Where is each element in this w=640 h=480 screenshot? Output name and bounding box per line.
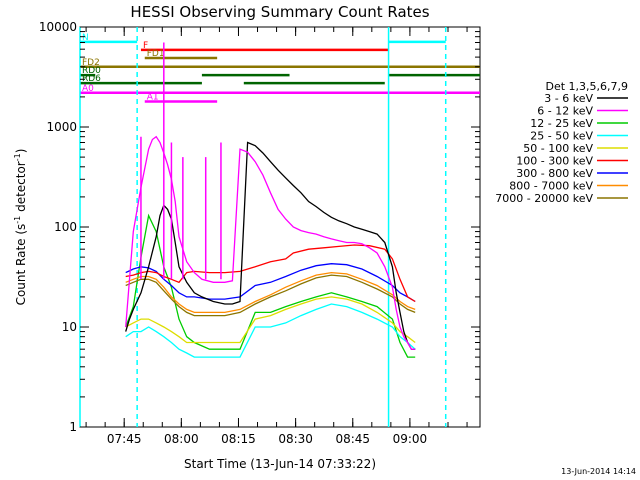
series-50-100-kev: [125, 296, 416, 344]
x-tick-label: 08:15: [221, 432, 256, 446]
flag-label-f: F: [143, 41, 148, 51]
series-25-50-kev: [125, 303, 416, 358]
legend-label-800-7000-kev: 800 - 7000 keV: [509, 180, 593, 193]
legend-label-100-300-kev: 100 - 300 keV: [516, 155, 593, 168]
x-tick-label: 07:45: [107, 432, 142, 446]
y-axis-label: Count Rate (s-1 detector-1): [13, 149, 28, 306]
series-3-6-kev: [125, 141, 416, 350]
x-axis-label: Start Time (13-Jun-14 07:33:22): [184, 457, 376, 471]
flag-label-n: N: [82, 33, 89, 43]
y-tick-label: 10000: [39, 20, 77, 34]
y-tick-label: 1: [69, 420, 77, 434]
y-tick-label: 1000: [46, 120, 77, 134]
flag-label-rd6: RD6: [82, 74, 101, 84]
legend-label-12-25-kev: 12 - 25 keV: [530, 117, 593, 130]
chart-title: HESSI Observing Summary Count Rates: [130, 3, 429, 21]
flag-label-fd2: FD2: [82, 58, 100, 68]
x-tick-label: 08:00: [164, 432, 199, 446]
legend-label-25-50-kev: 25 - 50 keV: [530, 130, 593, 143]
x-tick-label: 08:30: [278, 432, 313, 446]
series-lines: [125, 42, 416, 358]
flag-label-fd1: FD1: [147, 49, 165, 59]
x-axis: 07:45 08:00 08:15 08:30 08:45 09:00: [85, 27, 468, 446]
series-800-7000-kev: [125, 271, 416, 314]
y-tick-label: 100: [54, 220, 77, 234]
flag-label-a1: A1: [147, 92, 159, 102]
y-tick-label: 10: [62, 320, 77, 334]
flag-label-a0: A0: [82, 84, 94, 94]
flag-label-rd0: RD0: [82, 66, 101, 76]
series-100-300-kev: [125, 244, 416, 303]
plot-timestamp: 13-Jun-2014 14:14: [561, 467, 636, 476]
plot-frame: [79, 26, 481, 428]
boundary-lines: [79, 27, 447, 427]
series-7000-20000-kev: [125, 274, 416, 317]
y-axis: 1 10 100 1000 10000: [39, 20, 480, 434]
series-6-12-kev: [125, 135, 416, 350]
legend-label-50-100-kev: 50 - 100 keV: [523, 142, 593, 155]
x-tick-label: 08:45: [335, 432, 370, 446]
legend-title: Det 1,3,5,6,7,9: [545, 80, 628, 93]
legend-label-300-800-kev: 300 - 800 keV: [516, 167, 593, 180]
legend-label-7000-20000-kev: 7000 - 20000 keV: [495, 192, 593, 205]
legend-label-3-6-kev: 3 - 6 keV: [544, 92, 593, 105]
legend-label-6-12-kev: 6 - 12 keV: [537, 105, 593, 118]
x-tick-label: 09:00: [393, 432, 428, 446]
